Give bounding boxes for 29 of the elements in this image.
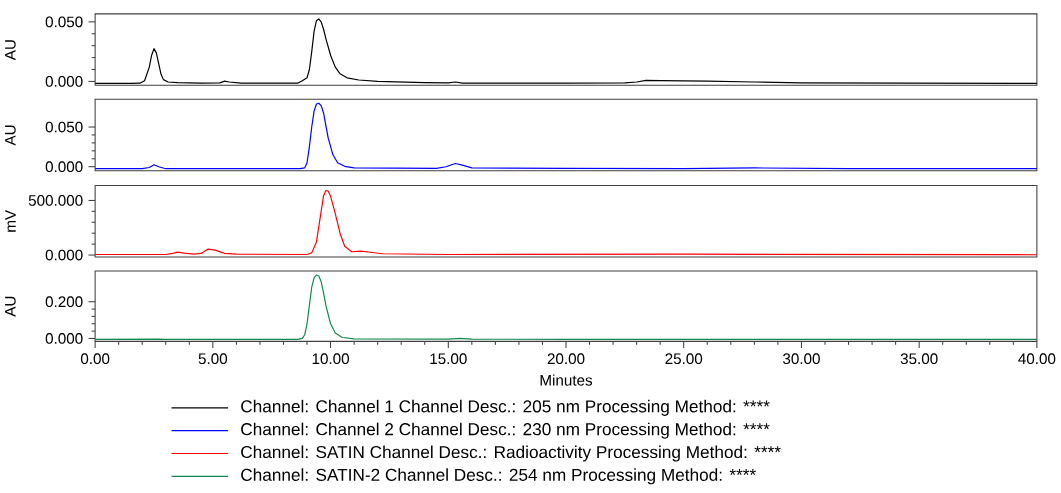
line-series [95, 18, 1037, 84]
y-tick-label: 0.000 [45, 332, 83, 344]
line-series [95, 274, 1037, 340]
legend-label: Channel: Channel 1 Channel Desc.: 205 nm Processing Method: **** [241, 399, 770, 416]
x-tick-label: 25.00 [665, 353, 703, 364]
x-axis-title: Minutes [540, 374, 593, 386]
y-tick-label: 500.000 [28, 194, 83, 206]
y-tick-label: 0.000 [45, 75, 83, 87]
x-tick-label: 15.00 [430, 353, 467, 364]
x-tick-label: 30.00 [782, 353, 820, 364]
y-axis-title: AU [5, 296, 16, 317]
line-series [95, 102, 1037, 170]
y-tick-label: 0.200 [45, 296, 83, 308]
y-tick-label: 0.050 [45, 16, 83, 28]
y-tick-label: 0.000 [45, 161, 83, 172]
legend-label: Channel: SATIN-2 Channel Desc.: 254 nm Processing Method: **** [241, 468, 756, 485]
x-tick-label: 35.00 [900, 353, 938, 364]
y-tick-label: 0.000 [45, 249, 83, 261]
y-axis-title: AU [5, 40, 16, 61]
y-axis-title: AU [5, 125, 16, 146]
x-tick-label: 5.00 [198, 353, 228, 364]
y-axis-title: mV [5, 209, 16, 232]
x-tick-label: 10.00 [312, 353, 349, 364]
x-tick-label: 40.00 [1018, 353, 1056, 364]
legend-label: Channel: SATIN Channel Desc.: Radioactivity Processing Method: **** [241, 445, 781, 462]
x-tick-label: 0.00 [80, 353, 110, 364]
y-tick-label: 0.050 [45, 121, 83, 133]
legend-label: Channel: Channel 2 Channel Desc.: 230 nm Processing Method: **** [241, 422, 770, 439]
x-tick-label: 20.00 [547, 353, 585, 364]
